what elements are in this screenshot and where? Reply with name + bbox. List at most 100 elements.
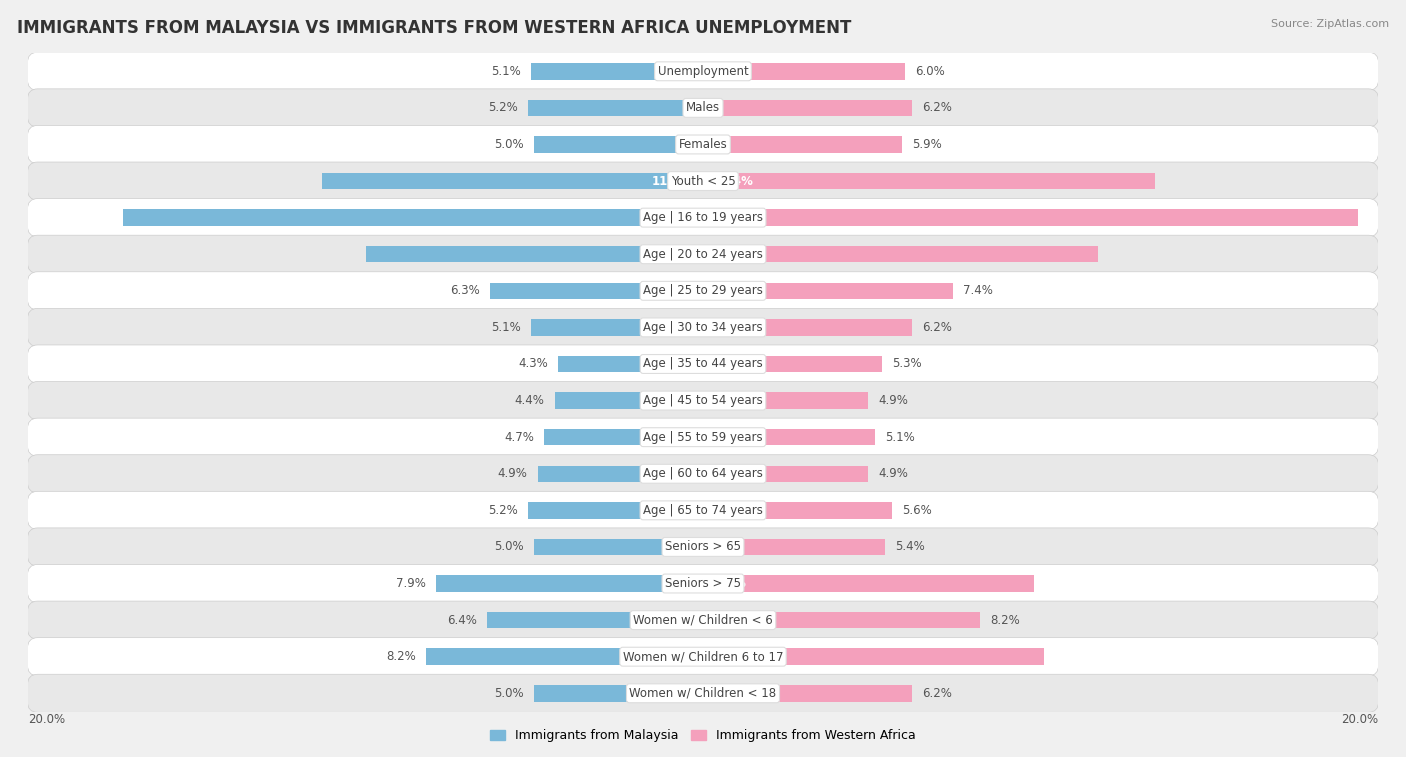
Text: 6.3%: 6.3%: [450, 285, 481, 298]
FancyBboxPatch shape: [28, 455, 1378, 493]
Text: 10.1%: 10.1%: [713, 650, 754, 663]
Text: 8.2%: 8.2%: [990, 614, 1019, 627]
Text: Women w/ Children < 18: Women w/ Children < 18: [630, 687, 776, 699]
Text: 20.0%: 20.0%: [1341, 713, 1378, 727]
Text: 4.9%: 4.9%: [498, 467, 527, 480]
Text: Age | 30 to 34 years: Age | 30 to 34 years: [643, 321, 763, 334]
Text: Seniors > 65: Seniors > 65: [665, 540, 741, 553]
Text: 11.3%: 11.3%: [652, 175, 693, 188]
FancyBboxPatch shape: [28, 601, 1378, 639]
FancyBboxPatch shape: [28, 162, 1378, 200]
Text: 10.0%: 10.0%: [652, 248, 693, 260]
Text: 11.7%: 11.7%: [713, 248, 754, 260]
Bar: [703, 210, 1358, 226]
Text: 9.8%: 9.8%: [713, 577, 747, 590]
Bar: [703, 612, 980, 628]
Text: Seniors > 75: Seniors > 75: [665, 577, 741, 590]
Text: 6.4%: 6.4%: [447, 614, 477, 627]
Text: 5.2%: 5.2%: [488, 504, 517, 517]
Text: 5.1%: 5.1%: [886, 431, 915, 444]
Text: Age | 55 to 59 years: Age | 55 to 59 years: [643, 431, 763, 444]
Bar: [534, 685, 703, 702]
Bar: [703, 649, 1043, 665]
FancyBboxPatch shape: [28, 308, 1378, 347]
Text: 6.2%: 6.2%: [922, 101, 952, 114]
Text: Age | 65 to 74 years: Age | 65 to 74 years: [643, 504, 763, 517]
Bar: [703, 502, 891, 519]
Bar: [703, 173, 1156, 189]
Text: 5.9%: 5.9%: [912, 138, 942, 151]
Bar: [534, 539, 703, 555]
Text: 5.0%: 5.0%: [495, 540, 524, 553]
Text: 5.4%: 5.4%: [896, 540, 925, 553]
Bar: [703, 246, 1098, 263]
Text: Males: Males: [686, 101, 720, 114]
Bar: [527, 100, 703, 116]
Text: 4.9%: 4.9%: [879, 394, 908, 407]
FancyBboxPatch shape: [28, 674, 1378, 712]
Text: 8.2%: 8.2%: [387, 650, 416, 663]
Text: Age | 16 to 19 years: Age | 16 to 19 years: [643, 211, 763, 224]
Bar: [703, 319, 912, 335]
Legend: Immigrants from Malaysia, Immigrants from Western Africa: Immigrants from Malaysia, Immigrants fro…: [485, 724, 921, 747]
Text: 13.4%: 13.4%: [713, 175, 754, 188]
Bar: [544, 429, 703, 445]
Text: 6.2%: 6.2%: [922, 321, 952, 334]
FancyBboxPatch shape: [28, 126, 1378, 164]
Text: Unemployment: Unemployment: [658, 65, 748, 78]
Bar: [703, 429, 875, 445]
Bar: [703, 136, 903, 153]
FancyBboxPatch shape: [28, 637, 1378, 676]
Text: Age | 45 to 54 years: Age | 45 to 54 years: [643, 394, 763, 407]
Text: Women w/ Children < 6: Women w/ Children < 6: [633, 614, 773, 627]
FancyBboxPatch shape: [28, 235, 1378, 273]
Text: 6.2%: 6.2%: [922, 687, 952, 699]
Bar: [703, 466, 869, 482]
Bar: [527, 502, 703, 519]
Text: 19.4%: 19.4%: [713, 211, 754, 224]
Bar: [534, 136, 703, 153]
Text: 5.1%: 5.1%: [491, 65, 520, 78]
FancyBboxPatch shape: [28, 418, 1378, 456]
FancyBboxPatch shape: [28, 272, 1378, 310]
Text: 7.9%: 7.9%: [396, 577, 426, 590]
Bar: [703, 356, 882, 372]
Text: 5.0%: 5.0%: [495, 687, 524, 699]
Text: 5.6%: 5.6%: [903, 504, 932, 517]
Text: Youth < 25: Youth < 25: [671, 175, 735, 188]
Bar: [491, 282, 703, 299]
FancyBboxPatch shape: [28, 89, 1378, 127]
FancyBboxPatch shape: [28, 345, 1378, 383]
Bar: [366, 246, 703, 263]
Text: 4.3%: 4.3%: [517, 357, 548, 370]
Bar: [703, 539, 886, 555]
Text: 5.1%: 5.1%: [491, 321, 520, 334]
Text: 5.2%: 5.2%: [488, 101, 517, 114]
Text: 4.9%: 4.9%: [879, 467, 908, 480]
Bar: [322, 173, 703, 189]
Text: Women w/ Children 6 to 17: Women w/ Children 6 to 17: [623, 650, 783, 663]
Text: Age | 25 to 29 years: Age | 25 to 29 years: [643, 285, 763, 298]
Text: Females: Females: [679, 138, 727, 151]
Text: 6.0%: 6.0%: [915, 65, 945, 78]
FancyBboxPatch shape: [28, 382, 1378, 419]
Bar: [122, 210, 703, 226]
Text: IMMIGRANTS FROM MALAYSIA VS IMMIGRANTS FROM WESTERN AFRICA UNEMPLOYMENT: IMMIGRANTS FROM MALAYSIA VS IMMIGRANTS F…: [17, 19, 851, 37]
Text: Age | 20 to 24 years: Age | 20 to 24 years: [643, 248, 763, 260]
FancyBboxPatch shape: [28, 198, 1378, 237]
Text: 5.3%: 5.3%: [891, 357, 921, 370]
Bar: [426, 649, 703, 665]
Bar: [531, 63, 703, 79]
Bar: [703, 575, 1033, 592]
FancyBboxPatch shape: [28, 565, 1378, 603]
Text: Source: ZipAtlas.com: Source: ZipAtlas.com: [1271, 19, 1389, 29]
Text: 4.7%: 4.7%: [505, 431, 534, 444]
Text: 5.0%: 5.0%: [495, 138, 524, 151]
Text: Age | 60 to 64 years: Age | 60 to 64 years: [643, 467, 763, 480]
FancyBboxPatch shape: [28, 52, 1378, 90]
Bar: [703, 282, 953, 299]
Bar: [531, 319, 703, 335]
Text: 20.0%: 20.0%: [28, 713, 65, 727]
Bar: [703, 685, 912, 702]
Text: 17.2%: 17.2%: [652, 211, 693, 224]
